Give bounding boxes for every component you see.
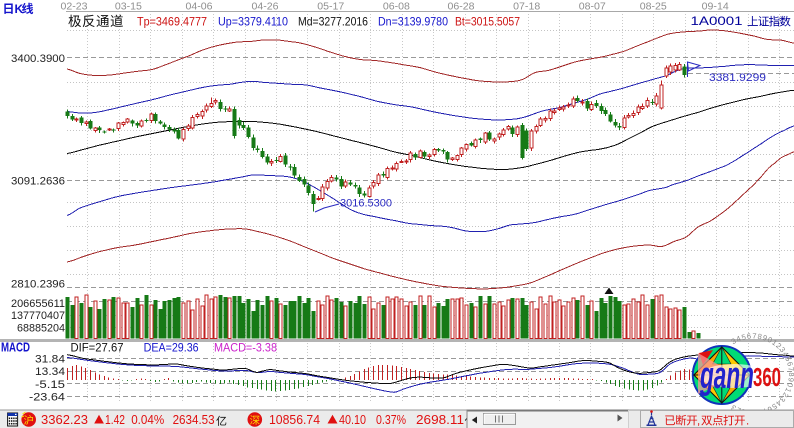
svg-text:Up=3379.4110: Up=3379.4110 — [218, 15, 288, 29]
svg-text:4: 4 — [735, 334, 742, 344]
svg-text:40.10: 40.10 — [339, 413, 366, 427]
svg-text:7: 7 — [786, 366, 794, 371]
svg-text:4: 4 — [781, 350, 791, 358]
svg-text:Bt=3015.5057: Bt=3015.5057 — [455, 15, 520, 29]
svg-text:MACD: MACD — [1, 340, 30, 355]
svg-text:06-08: 06-08 — [383, 2, 410, 13]
svg-text:Dn=3139.9780: Dn=3139.9780 — [378, 15, 448, 29]
svg-text:13.34: 13.34 — [35, 366, 65, 378]
svg-text:3400.3900: 3400.3900 — [11, 53, 65, 65]
svg-text:gann: gann — [699, 355, 754, 397]
svg-text:0.04%: 0.04% — [131, 413, 164, 427]
svg-text:DIF=27.67: DIF=27.67 — [71, 341, 124, 355]
svg-text:1: 1 — [770, 338, 778, 348]
svg-text:3016.5300: 3016.5300 — [340, 197, 392, 209]
svg-text:8: 8 — [757, 332, 763, 342]
svg-text:206655611: 206655611 — [11, 298, 65, 310]
svg-text:2: 2 — [774, 341, 783, 350]
svg-text:1A0001: 1A0001 — [691, 16, 743, 28]
svg-text:DEA=29.36: DEA=29.36 — [144, 341, 199, 355]
svg-text:360: 360 — [753, 362, 781, 392]
svg-text:05-17: 05-17 — [317, 2, 344, 13]
svg-text:3381.9299: 3381.9299 — [709, 72, 766, 84]
svg-text:04-06: 04-06 — [186, 2, 213, 13]
svg-text:6: 6 — [766, 404, 774, 414]
svg-text:6: 6 — [746, 332, 751, 341]
svg-text:-23.64: -23.64 — [29, 392, 65, 404]
svg-text:02-23: 02-23 — [61, 2, 88, 13]
svg-text:1: 1 — [783, 386, 793, 393]
svg-text:03-15: 03-15 — [115, 2, 142, 13]
svg-text:0: 0 — [785, 382, 794, 388]
svg-text:3: 3 — [778, 395, 788, 404]
svg-text:0: 0 — [766, 335, 774, 345]
svg-text:07-18: 07-18 — [513, 2, 540, 13]
svg-text:7: 7 — [752, 331, 756, 340]
svg-text:08-07: 08-07 — [579, 2, 606, 13]
svg-text:Md=3277.2016: Md=3277.2016 — [298, 15, 368, 29]
svg-text:5: 5 — [770, 401, 778, 411]
svg-text:137770407: 137770407 — [11, 310, 65, 322]
svg-text:9: 9 — [761, 333, 768, 343]
svg-text:31.84: 31.84 — [35, 353, 65, 365]
svg-text:MACD=-3.38: MACD=-3.38 — [214, 341, 277, 355]
svg-text:5: 5 — [783, 355, 793, 362]
svg-text:1.42: 1.42 — [105, 413, 125, 427]
svg-text:04-26: 04-26 — [252, 2, 279, 13]
svg-text:6: 6 — [785, 361, 794, 367]
svg-text:8: 8 — [787, 372, 794, 376]
svg-text:2: 2 — [781, 391, 791, 399]
svg-text:2810.2396: 2810.2396 — [11, 279, 65, 291]
svg-text:Tp=3469.4777: Tp=3469.4777 — [137, 15, 207, 29]
svg-text:4: 4 — [774, 398, 783, 407]
svg-text:3: 3 — [778, 345, 788, 354]
svg-text:3: 3 — [730, 403, 738, 413]
svg-text:,: , — [697, 416, 700, 428]
svg-text:06-28: 06-28 — [448, 2, 475, 13]
svg-text:3: 3 — [730, 336, 738, 346]
svg-text:68885204: 68885204 — [17, 323, 65, 335]
svg-text:10856.74: 10856.74 — [269, 413, 320, 427]
svg-text:2698.11: 2698.11 — [416, 413, 464, 427]
svg-text:08-25: 08-25 — [640, 2, 667, 13]
svg-text:K: K — [15, 2, 24, 16]
svg-text:3362.23: 3362.23 — [41, 413, 88, 427]
svg-text:-5.15: -5.15 — [35, 379, 65, 391]
svg-text:0.37%: 0.37% — [376, 413, 406, 427]
svg-text:09-14: 09-14 — [702, 2, 729, 13]
svg-text:9: 9 — [786, 377, 794, 382]
svg-text:5: 5 — [741, 332, 747, 342]
svg-text:.: . — [746, 416, 749, 428]
svg-text:2634.53: 2634.53 — [173, 413, 215, 427]
svg-text:3091.2636: 3091.2636 — [11, 175, 65, 187]
